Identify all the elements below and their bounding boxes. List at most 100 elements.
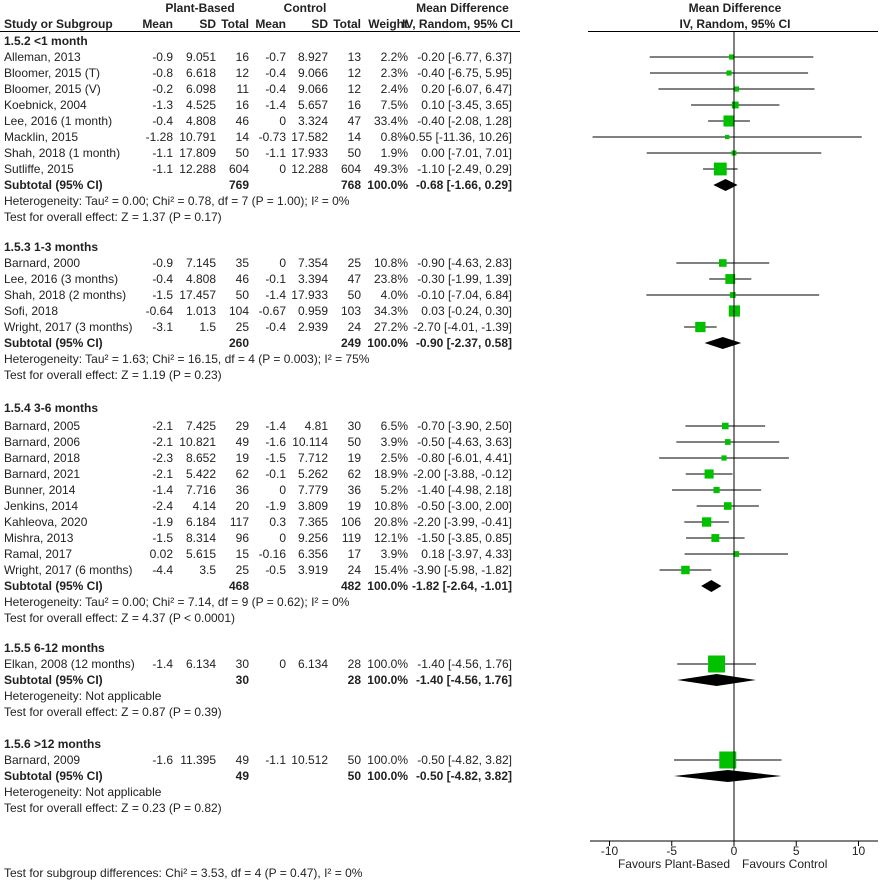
study-sd2: 9.256	[297, 531, 328, 545]
study-m2: 0	[279, 256, 286, 270]
study-ci: -0.80 [-6.01, 4.41]	[417, 451, 512, 465]
study-w: 100.0%	[367, 657, 408, 671]
subtotal-w: 100.0%	[367, 336, 408, 350]
study-weight-marker	[681, 565, 690, 575]
subtotal-diamond	[677, 674, 756, 686]
study-ci: -0.50 [-4.82, 3.82]	[417, 753, 512, 767]
study-m1: -2.4	[152, 499, 173, 513]
study-n1: 96	[235, 531, 249, 545]
study-ci: -1.40 [-4.98, 2.18]	[417, 483, 512, 497]
study-ci: -0.20 [-6.77, 6.37]	[417, 50, 512, 64]
study-n1: 35	[235, 256, 249, 270]
study-n1: 46	[235, 114, 249, 128]
favours-right-label: Favours Control	[742, 857, 828, 871]
study-name: Barnard, 2000	[4, 256, 81, 270]
study-m1: -1.6	[152, 753, 173, 767]
study-name: Barnard, 2006	[4, 435, 81, 449]
study-w: 27.2%	[373, 320, 408, 334]
study-m2: -1.5	[265, 451, 286, 465]
study-m2: -0.1	[265, 272, 286, 286]
study-m1: -3.1	[152, 320, 173, 334]
study-name: Mishra, 2013	[4, 531, 74, 545]
study-weight-marker	[733, 86, 740, 92]
study-w: 18.9%	[373, 467, 408, 481]
study-ci: 0.00 [-7.01, 7.01]	[421, 146, 512, 160]
study-sd2: 12.288	[291, 162, 328, 176]
favours-left-label: Favours Plant-Based	[617, 857, 730, 871]
subtotal-w: 100.0%	[367, 579, 408, 593]
study-sd2: 0.959	[297, 304, 328, 318]
study-m1: -1.9	[152, 515, 173, 529]
study-n2: 30	[347, 419, 361, 433]
study-sd1: 5.422	[185, 467, 216, 481]
study-weight-marker	[726, 70, 732, 76]
study-name: Shah, 2018 (1 month)	[4, 146, 121, 160]
study-n2: 28	[347, 657, 361, 671]
subtotal-label: Subtotal (95% CI)	[4, 579, 103, 593]
subtotal-ci: -0.50 [-4.82, 3.82]	[415, 769, 512, 783]
study-name: Barnard, 2021	[4, 467, 81, 481]
study-sd2: 3.324	[297, 114, 328, 128]
col-ci: IV, Random, 95% CI	[402, 17, 513, 31]
study-m2: -0.5	[265, 563, 286, 577]
study-n2: 604	[340, 162, 361, 176]
study-m1: -0.9	[152, 256, 173, 270]
study-ci: -0.50 [-3.00, 2.00]	[417, 499, 512, 513]
study-sd2: 17.582	[291, 130, 328, 144]
subtotal-label: Subtotal (95% CI)	[4, 336, 103, 350]
study-w: 10.8%	[373, 499, 408, 513]
header-mean-difference: Mean Difference	[416, 1, 509, 15]
study-m1: -0.4	[152, 114, 173, 128]
col-mean-control: Mean	[255, 17, 286, 31]
study-w: 1.9%	[380, 146, 408, 160]
study-m1: -1.4	[152, 483, 173, 497]
subtotal-label: Subtotal (95% CI)	[4, 769, 103, 783]
study-sd1: 17.457	[179, 288, 216, 302]
study-n1: 49	[235, 435, 249, 449]
study-w: 2.5%	[380, 451, 408, 465]
study-ci: -2.00 [-3.88, -0.12]	[413, 467, 512, 481]
subtotal-n2: 768	[340, 178, 361, 192]
heterogeneity-text: Heterogeneity: Tau² = 1.63; Chi² = 16.15…	[4, 352, 370, 366]
heterogeneity-text: Heterogeneity: Tau² = 0.00; Chi² = 7.14,…	[4, 595, 350, 609]
subtotal-n2: 482	[340, 579, 361, 593]
study-ci: 0.03 [-0.24, 0.30]	[421, 304, 512, 318]
study-w: 34.3%	[373, 304, 408, 318]
study-name: Bloomer, 2015 (V)	[4, 82, 101, 96]
study-ci: -0.70 [-3.90, 2.50]	[417, 419, 512, 433]
study-n2: 50	[347, 435, 361, 449]
study-weight-marker	[731, 101, 739, 109]
study-m1: -1.28	[145, 130, 173, 144]
study-sd2: 7.779	[297, 483, 328, 497]
subgroup-title: 1.5.6 >12 months	[4, 737, 102, 751]
study-n1: 25	[235, 320, 249, 334]
study-sd1: 10.791	[179, 130, 216, 144]
study-n2: 17	[347, 547, 361, 561]
study-weight-marker	[729, 292, 736, 298]
study-sd1: 4.808	[185, 272, 216, 286]
study-m1: -2.1	[152, 419, 173, 433]
study-w: 2.4%	[380, 82, 408, 96]
subgroup-title: 1.5.4 3-6 months	[4, 401, 99, 415]
subtotal-ci: -0.68 [-1.66, 0.29]	[415, 178, 512, 192]
study-w: 5.2%	[380, 483, 408, 497]
study-m1: -0.4	[152, 272, 173, 286]
subtotal-n2: 249	[340, 336, 361, 350]
study-n1: 15	[235, 547, 249, 561]
study-name: Ramal, 2017	[4, 547, 73, 561]
study-name: Barnard, 2009	[4, 753, 81, 767]
study-weight-marker	[722, 422, 729, 430]
study-n2: 19	[347, 499, 361, 513]
study-weight-marker	[713, 486, 720, 494]
study-n1: 49	[235, 753, 249, 767]
overall-effect-text: Test for overall effect: Z = 0.87 (P = 0…	[4, 705, 222, 719]
study-sd1: 8.314	[185, 531, 216, 545]
study-sd2: 5.262	[297, 467, 328, 481]
study-m2: -1.6	[265, 435, 286, 449]
study-weight-marker	[724, 439, 731, 445]
study-n2: 24	[347, 563, 361, 577]
study-weight-marker	[695, 321, 706, 333]
study-name: Wright, 2017 (6 months)	[4, 563, 133, 577]
study-w: 7.5%	[380, 98, 408, 112]
study-sd1: 1.5	[199, 320, 216, 334]
